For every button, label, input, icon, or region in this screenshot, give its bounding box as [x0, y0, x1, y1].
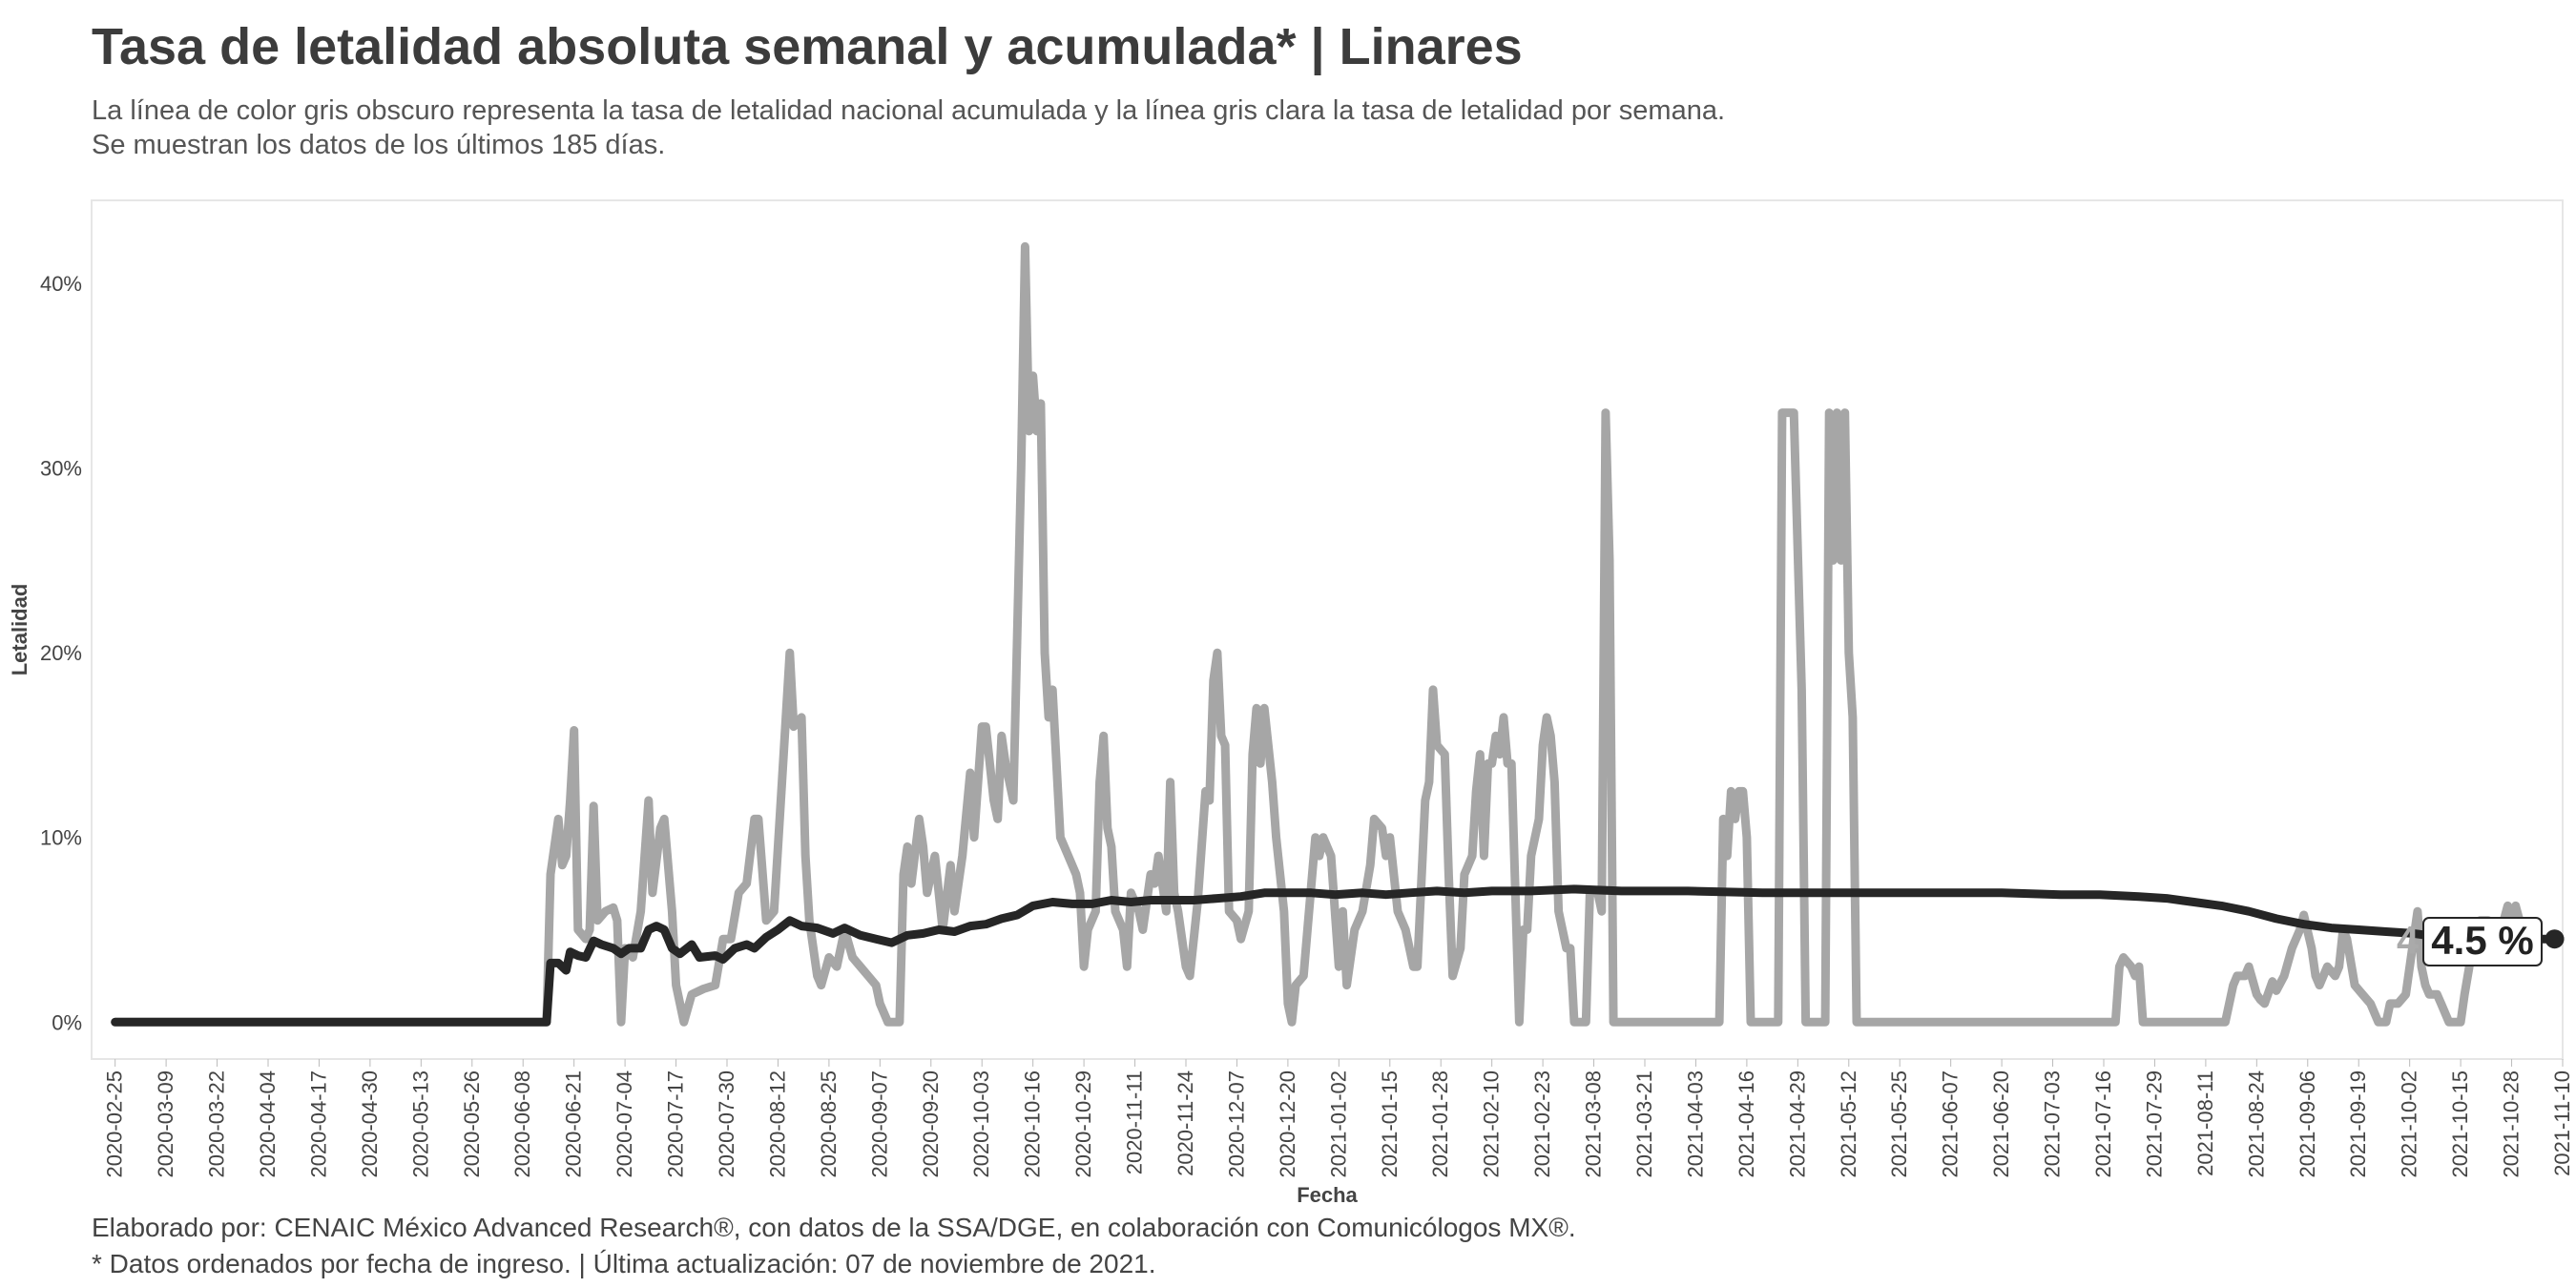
x-tick-label: 2021-08-11 — [2193, 1070, 2217, 1176]
x-tick-label: 2020-11-24 — [1174, 1070, 1197, 1176]
x-tick-label: 2020-05-13 — [408, 1070, 432, 1178]
x-tick-label: 2021-06-20 — [1989, 1070, 2013, 1178]
x-tick-label: 2020-08-12 — [765, 1070, 789, 1178]
y-axis-title: Letalidad — [8, 584, 31, 676]
x-tick-label: 2021-11-10 — [2550, 1070, 2574, 1176]
subtitle-line-2: Se muestran los datos de los últimos 185… — [92, 130, 666, 160]
cumulative-end-point — [2545, 929, 2565, 949]
x-tick-label: 2020-08-25 — [817, 1070, 841, 1178]
end-value-label: 4 4.5 % — [2397, 917, 2543, 966]
end-value-box — [2422, 917, 2543, 966]
x-tick-label: 2021-09-06 — [2296, 1070, 2319, 1178]
x-tick-label: 2020-10-29 — [1071, 1070, 1095, 1178]
x-tick-label: 2021-02-23 — [1530, 1070, 1554, 1178]
x-tick-label: 2020-07-04 — [613, 1070, 636, 1178]
x-tick-label: 2021-10-02 — [2398, 1070, 2421, 1178]
y-tick-label: 20% — [40, 641, 82, 665]
x-axis-title: Fecha — [1297, 1183, 1358, 1207]
chart-caption: Elaborado por: CENAIC México Advanced Re… — [92, 1210, 1576, 1282]
x-tick-label: 2020-10-16 — [1021, 1070, 1045, 1178]
x-tick-label: 2021-09-19 — [2346, 1070, 2370, 1178]
x-tick-label: 2020-09-20 — [919, 1070, 943, 1178]
caption-line-2: * Datos ordenados por fecha de ingreso. … — [92, 1249, 1156, 1278]
x-tick-label: 2021-10-28 — [2500, 1070, 2524, 1178]
x-tick-label: 2021-01-28 — [1428, 1070, 1452, 1178]
plot-panel — [91, 199, 2564, 1060]
x-tick-label: 2020-07-17 — [664, 1070, 688, 1178]
x-tick-label: 2021-10-15 — [2448, 1070, 2472, 1178]
y-tick-label: 40% — [40, 272, 82, 296]
series-layer — [111, 241, 2565, 1027]
chart-subtitle: La línea de color gris obscuro represent… — [92, 93, 1725, 162]
x-tick-label: 2021-07-16 — [2091, 1070, 2115, 1178]
x-axis: 2020-02-25 2020-03-09 2020-03-22 2020-04-04… — [103, 1059, 2574, 1178]
y-tick-label: 0% — [52, 1010, 82, 1034]
x-tick-label: 2021-06-07 — [1939, 1070, 1963, 1178]
x-tick-label: 2021-05-12 — [1837, 1070, 1860, 1178]
y-axis: 0% 10% 20% 30% 40% — [40, 272, 82, 1034]
x-tick-label: 2020-07-30 — [715, 1070, 738, 1178]
x-tick-label: 2021-01-15 — [1378, 1070, 1402, 1178]
x-tick-label: 2021-03-21 — [1632, 1070, 1656, 1178]
chart-title: Tasa de letalidad absoluta semanal y acu… — [92, 18, 1523, 75]
x-tick-label: 2021-08-24 — [2244, 1070, 2268, 1178]
x-tick-label: 2020-10-03 — [969, 1070, 993, 1178]
x-tick-label: 2020-04-17 — [306, 1070, 330, 1178]
x-tick-label: 2020-09-07 — [867, 1070, 891, 1178]
end-value-ghost: 4 — [2397, 918, 2420, 963]
x-tick-label: 2020-05-26 — [460, 1070, 484, 1178]
x-tick-label: 2020-06-21 — [562, 1070, 586, 1178]
x-tick-label: 2020-04-30 — [358, 1070, 382, 1178]
weekly-lethality-line — [111, 241, 2528, 1027]
x-tick-label: 2021-01-02 — [1326, 1070, 1350, 1178]
x-tick-label: 2020-11-11 — [1123, 1070, 1147, 1174]
caption-line-1: Elaborado por: CENAIC México Advanced Re… — [92, 1213, 1576, 1242]
y-tick-label: 10% — [40, 826, 82, 850]
x-tick-label: 2021-04-16 — [1735, 1070, 1758, 1178]
x-tick-label: 2021-05-25 — [1887, 1070, 1911, 1178]
x-tick-label: 2021-02-10 — [1480, 1070, 1504, 1178]
y-tick-label: 30% — [40, 457, 82, 481]
x-tick-label: 2020-04-04 — [256, 1070, 280, 1178]
x-tick-label: 2020-12-07 — [1224, 1070, 1248, 1178]
x-tick-label: 2020-02-25 — [103, 1070, 127, 1178]
x-tick-label: 2020-03-22 — [205, 1070, 229, 1178]
x-tick-label: 2020-03-09 — [154, 1070, 177, 1178]
subtitle-line-1: La línea de color gris obscuro represent… — [92, 95, 1726, 126]
x-tick-label: 2021-04-29 — [1785, 1070, 1809, 1178]
x-tick-label: 2021-07-29 — [2142, 1070, 2166, 1178]
cumulative-lethality-line — [111, 884, 2552, 1027]
x-tick-label: 2020-06-08 — [510, 1070, 534, 1178]
x-tick-label: 2021-04-03 — [1683, 1070, 1707, 1178]
x-tick-label: 2021-07-03 — [2041, 1070, 2065, 1178]
end-value-text: 4.5 % — [2431, 918, 2533, 963]
x-tick-label: 2021-03-08 — [1582, 1070, 1606, 1178]
x-tick-label: 2020-12-20 — [1276, 1070, 1299, 1178]
